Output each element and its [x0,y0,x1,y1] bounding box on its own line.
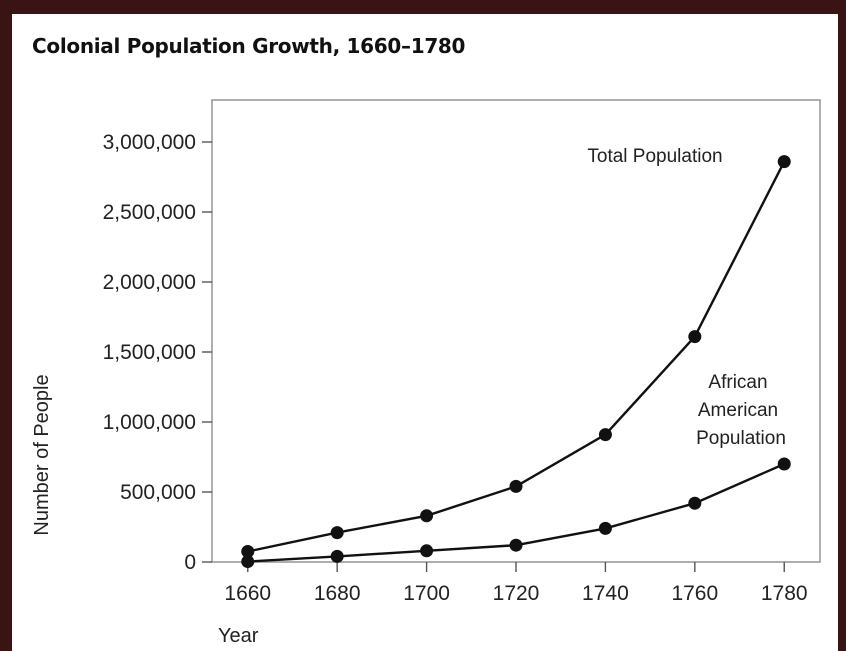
series-label-african-american: African [708,372,767,393]
series-1-point [688,330,702,344]
chart-title: Colonial Population Growth, 1660–1780 [32,34,466,58]
x-axis-title: Year [218,625,259,647]
series-line-1 [247,161,786,553]
series-label-african-american: American [698,400,778,421]
y-tick-label: 0 [184,551,196,574]
series-1-point [241,545,255,558]
series-2-point [688,496,702,510]
y-tick-label: 2,000,000 [103,271,196,294]
x-tick-label: 1660 [224,582,271,605]
series-2-point [598,521,612,535]
series-label-african-american: Population [696,428,786,449]
series-2-point [777,457,791,471]
x-tick-label: 1700 [403,582,450,605]
x-tick-label: 1780 [761,582,808,605]
series-2-point [509,538,523,552]
y-tick-label: 3,000,000 [103,131,196,154]
y-tick-label: 1,000,000 [103,411,196,434]
y-tick-label: 500,000 [120,481,196,504]
x-tick-label: 1680 [314,582,361,605]
series-2-point [420,544,434,558]
series-2-point [330,549,344,563]
y-axis-title: Number of People [31,374,53,535]
x-tick-label: 1740 [582,582,629,605]
x-tick-label: 1760 [671,582,718,605]
series-label-total: Total Population [587,146,722,167]
series-2-point [241,555,255,569]
y-tick-label: 1,500,000 [103,341,196,364]
series-1-point [777,155,791,169]
y-tick-label: 2,500,000 [103,201,196,224]
series-1-point [598,428,612,442]
series-1-point [420,509,434,523]
x-tick-label: 1720 [493,582,540,605]
series-1-point [330,526,344,540]
series-1-point [509,479,523,493]
